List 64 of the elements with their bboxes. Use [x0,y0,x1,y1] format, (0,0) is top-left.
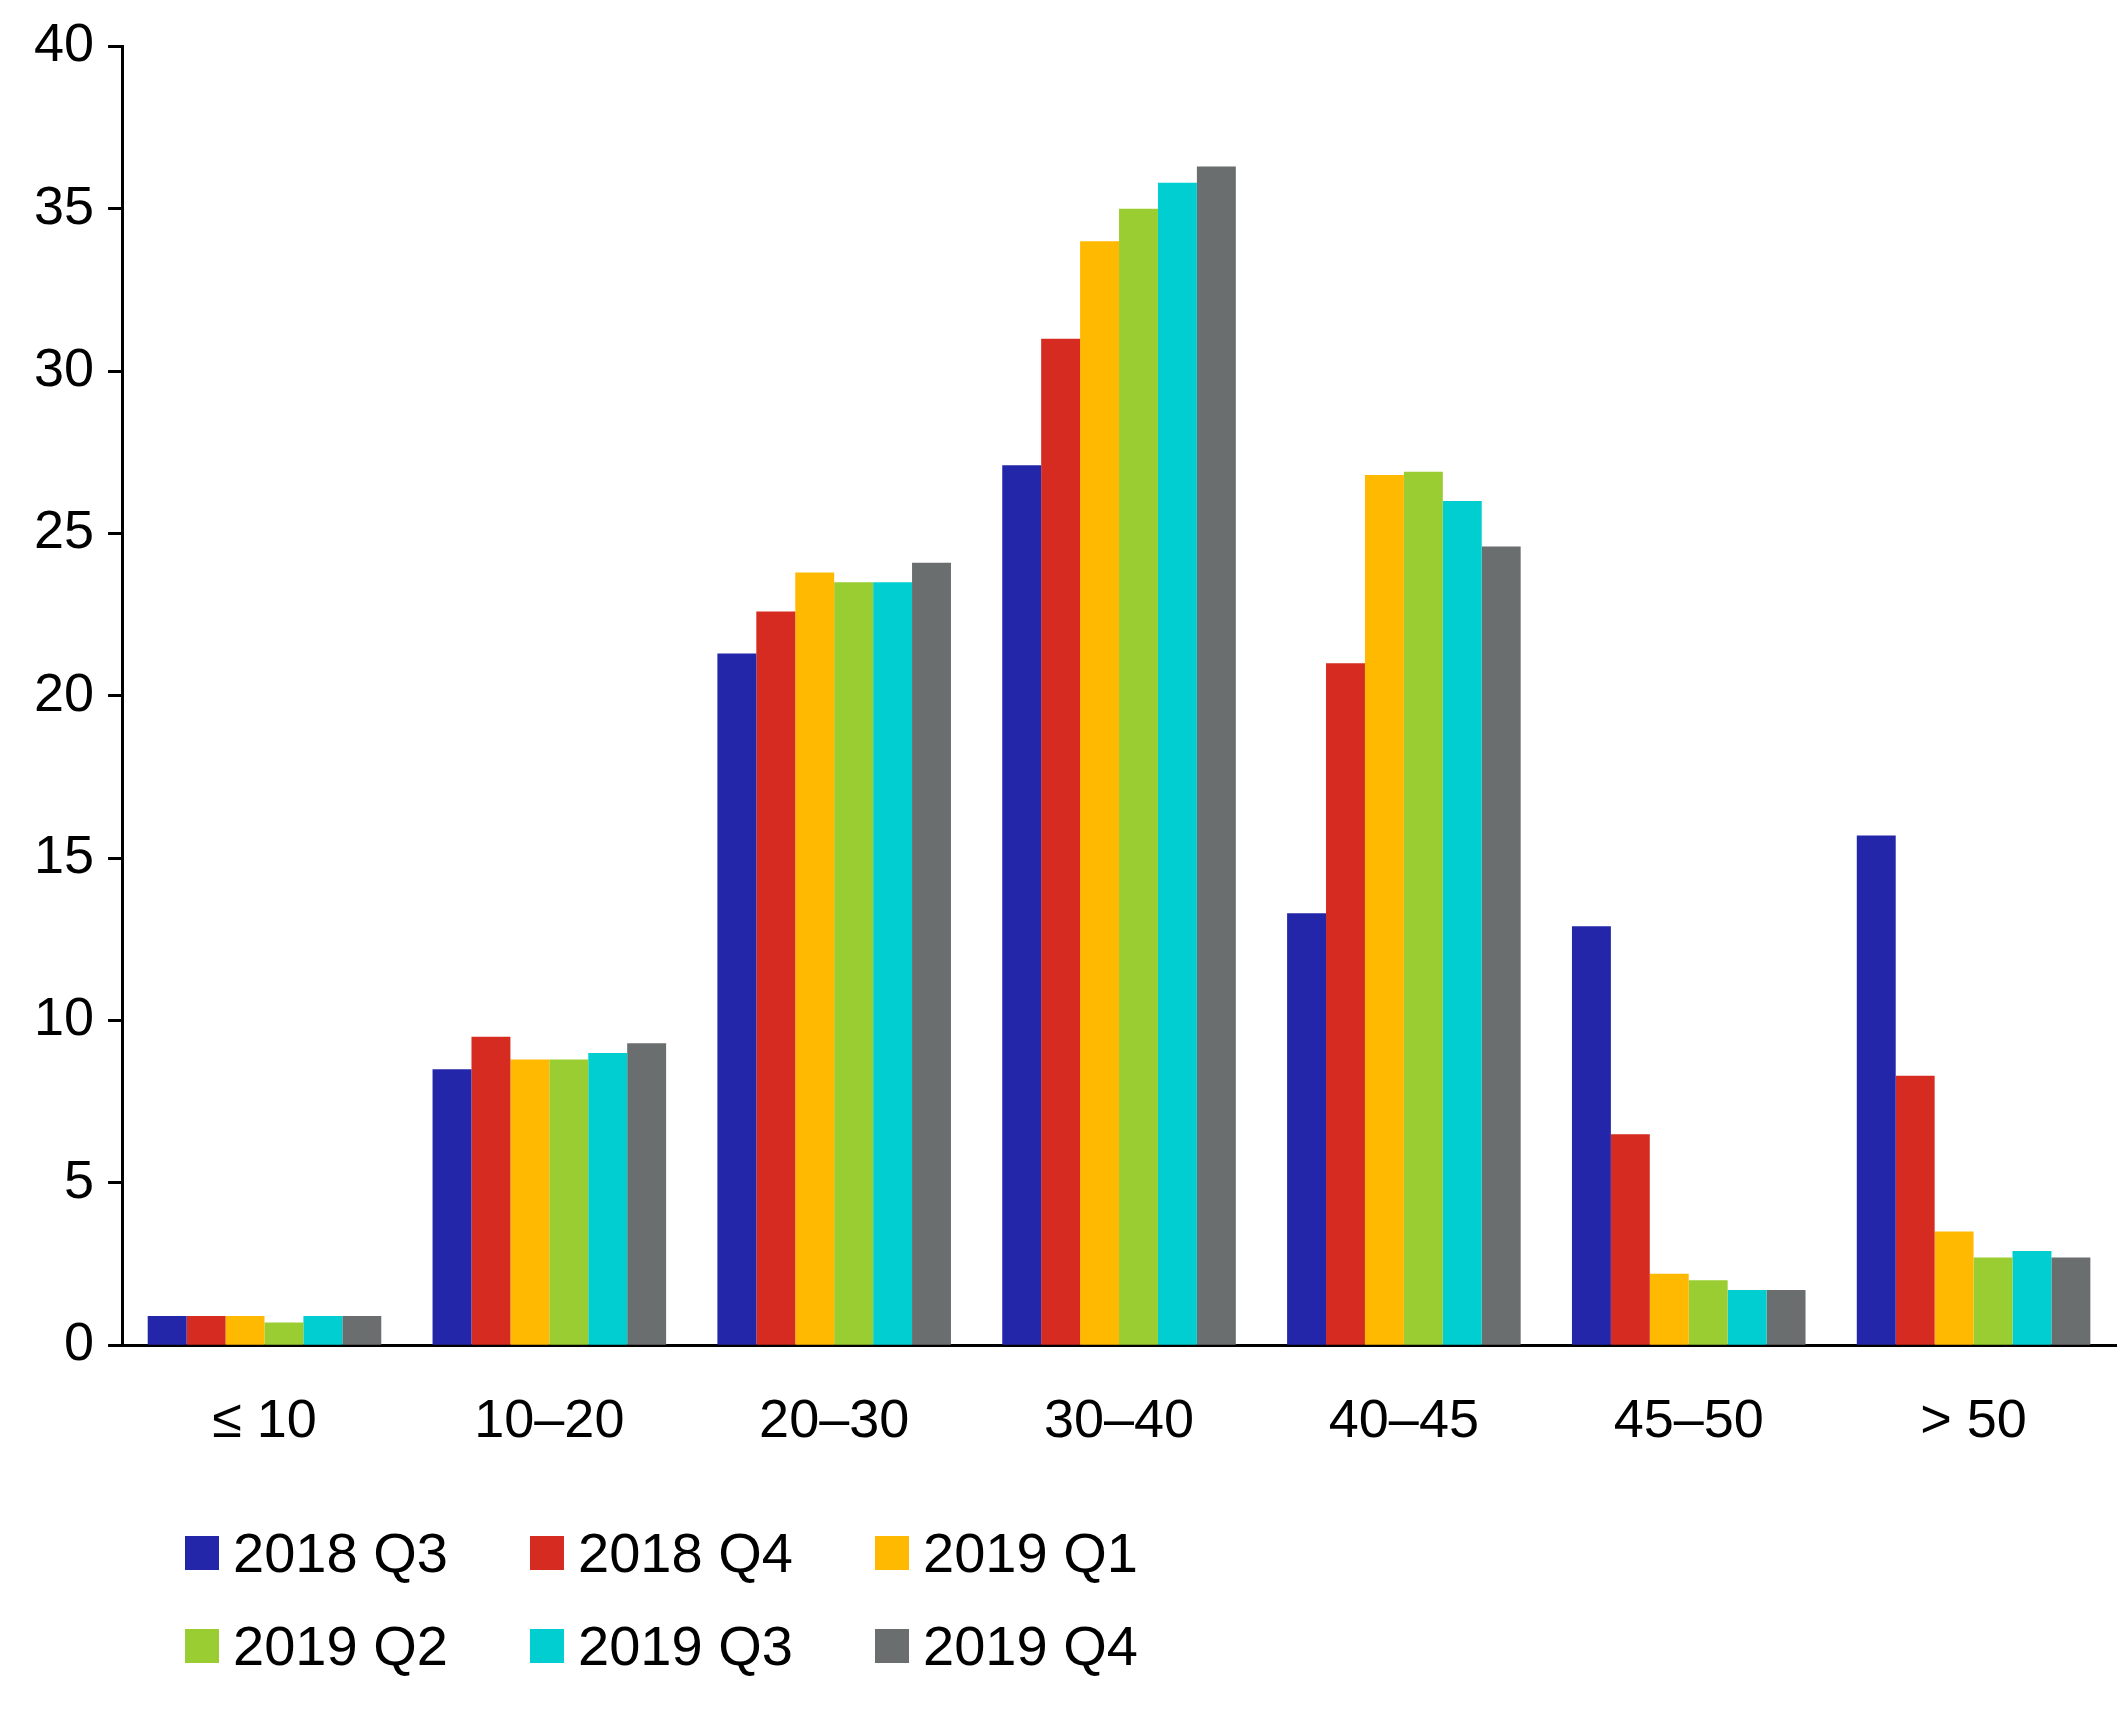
bar [1403,471,1443,1345]
bar [1973,1257,2013,1345]
bar [1895,1075,1935,1345]
x-tick-label: 10–20 [474,1388,625,1449]
y-tick-label: 5 [64,1148,95,1209]
bar [1196,166,1236,1345]
bar [756,611,796,1345]
y-tick-label: 0 [64,1311,95,1372]
bar [1041,338,1081,1345]
bar [873,582,913,1345]
bar [1481,546,1521,1345]
bar [1766,1290,1806,1345]
y-tick-label: 20 [33,661,95,722]
bar [1364,475,1404,1345]
bar [1157,182,1197,1345]
bar [1571,926,1611,1345]
bar [303,1315,343,1345]
y-tick-label: 10 [33,986,95,1047]
bar [147,1315,187,1345]
x-tick-label: > 50 [1920,1388,2027,1449]
bar [627,1043,667,1345]
bar [2012,1251,2052,1345]
legend-label: 2019 Q3 [578,1613,793,1678]
x-tick-label: 40–45 [1328,1388,1479,1449]
bar [795,572,835,1345]
bar [432,1069,472,1345]
legend-label: 2018 Q4 [578,1520,793,1585]
bar [225,1315,265,1345]
bar [834,582,874,1345]
x-tick-label: 30–40 [1043,1388,1195,1449]
y-tick-label: 40 [33,12,95,73]
bar [1442,500,1482,1345]
x-tick-label: 45–50 [1613,1388,1764,1449]
bar [1727,1290,1767,1345]
bar [1934,1231,1974,1345]
bar [1649,1273,1689,1345]
legend-label: 2019 Q2 [233,1613,448,1678]
legend-label: 2019 Q4 [923,1613,1138,1678]
bar [717,653,757,1345]
bar [1610,1134,1650,1345]
bar [1856,835,1896,1345]
legend-label: 2019 Q1 [923,1520,1138,1585]
bar [1326,663,1365,1345]
y-tick-label: 25 [33,499,95,560]
x-tick-label: ≤ 10 [212,1388,317,1449]
bar [1287,913,1327,1345]
bar [186,1315,226,1345]
bar [1119,208,1158,1345]
legend-label: 2018 Q3 [233,1520,448,1585]
bar [264,1322,304,1345]
bar [1688,1280,1728,1345]
bar [1080,241,1120,1345]
bar [912,562,951,1345]
bar [2051,1257,2091,1345]
x-tick-label: 20–30 [759,1388,910,1449]
bar [549,1059,589,1345]
bar [342,1315,382,1345]
y-tick-label: 15 [33,824,95,885]
bar [1002,465,1042,1345]
bar [510,1059,550,1345]
bar [588,1052,628,1345]
y-tick-label: 35 [33,174,95,235]
bar [471,1036,511,1345]
y-tick-label: 30 [33,336,95,397]
